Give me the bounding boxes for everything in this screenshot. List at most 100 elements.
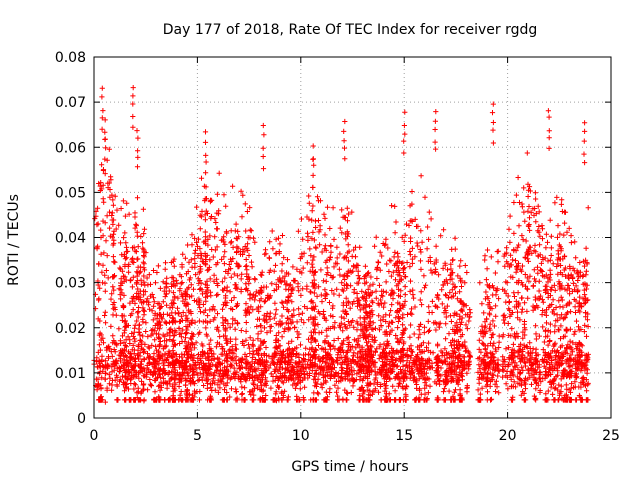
data-point — [448, 343, 455, 349]
data-point — [173, 277, 179, 283]
data-point — [507, 239, 513, 245]
data-point — [412, 216, 418, 222]
data-point — [155, 263, 161, 269]
data-point — [189, 242, 195, 248]
data-point — [385, 245, 391, 251]
data-point — [507, 313, 513, 319]
data-point — [166, 288, 172, 294]
data-point — [446, 388, 452, 394]
data-point — [126, 211, 132, 217]
data-point — [109, 210, 115, 216]
data-point — [209, 306, 215, 312]
data-point — [268, 385, 274, 391]
data-point — [324, 204, 331, 210]
data-point — [194, 239, 200, 245]
data-point — [249, 264, 255, 270]
data-point — [283, 286, 289, 292]
data-point — [500, 354, 506, 360]
data-point — [309, 208, 315, 214]
data-point — [216, 170, 222, 176]
data-point — [154, 269, 160, 276]
data-point — [351, 337, 357, 343]
data-point — [344, 205, 350, 211]
data-point — [393, 315, 399, 321]
data-point — [525, 295, 531, 301]
data-point — [519, 364, 525, 370]
data-point — [221, 234, 227, 240]
data-point — [284, 281, 290, 287]
data-point — [213, 344, 219, 350]
data-point — [140, 206, 146, 212]
data-point — [108, 296, 114, 302]
data-point — [581, 329, 587, 335]
data-point — [455, 273, 461, 279]
data-point — [499, 367, 506, 373]
data-point — [145, 344, 151, 350]
data-point — [240, 192, 246, 198]
data-point — [139, 240, 146, 246]
data-point — [496, 333, 502, 339]
data-point — [118, 205, 124, 212]
data-point — [248, 228, 254, 234]
data-point — [253, 289, 259, 295]
data-point — [117, 265, 123, 271]
data-point — [203, 355, 209, 361]
data-point — [226, 267, 232, 273]
data-point — [331, 291, 337, 297]
data-point — [357, 307, 363, 313]
data-point — [204, 380, 211, 386]
data-point — [408, 355, 414, 361]
data-point — [103, 238, 109, 244]
data-point — [541, 339, 547, 345]
data-point — [521, 209, 527, 215]
data-point — [287, 282, 293, 288]
data-point — [422, 391, 428, 397]
data-point — [103, 267, 109, 274]
data-point — [416, 347, 422, 353]
data-points — [91, 85, 591, 405]
data-point — [98, 227, 104, 233]
data-point — [492, 388, 499, 395]
data-point — [331, 264, 337, 270]
data-point — [328, 249, 334, 255]
data-point — [513, 269, 519, 275]
data-point — [243, 337, 249, 343]
data-point — [526, 215, 533, 221]
data-point — [415, 335, 421, 341]
data-point — [377, 267, 383, 273]
data-point — [577, 259, 583, 266]
data-point — [250, 337, 256, 343]
data-point — [418, 249, 424, 255]
data-point — [245, 241, 251, 247]
data-point — [385, 323, 392, 329]
data-point — [507, 307, 513, 313]
data-point — [481, 310, 487, 316]
data-point — [526, 370, 532, 376]
data-point — [583, 245, 589, 251]
data-point — [228, 240, 234, 246]
data-point — [219, 279, 225, 285]
data-point — [282, 388, 288, 394]
data-point — [447, 290, 453, 296]
data-point — [306, 200, 312, 206]
data-point — [190, 358, 196, 364]
data-point — [552, 323, 558, 329]
data-point — [302, 358, 308, 364]
data-point — [121, 340, 127, 346]
data-point — [439, 287, 445, 293]
data-point — [223, 302, 229, 309]
data-point — [248, 259, 255, 265]
data-point — [505, 386, 511, 392]
data-point — [462, 262, 468, 269]
data-point — [379, 253, 385, 259]
data-point — [95, 221, 101, 227]
data-point — [476, 346, 482, 352]
data-point — [421, 273, 427, 279]
data-point — [146, 272, 152, 278]
data-point — [209, 387, 215, 394]
data-point — [367, 283, 373, 289]
data-point — [452, 235, 458, 241]
data-point — [511, 199, 517, 206]
data-point — [302, 304, 308, 310]
data-point — [118, 276, 124, 282]
